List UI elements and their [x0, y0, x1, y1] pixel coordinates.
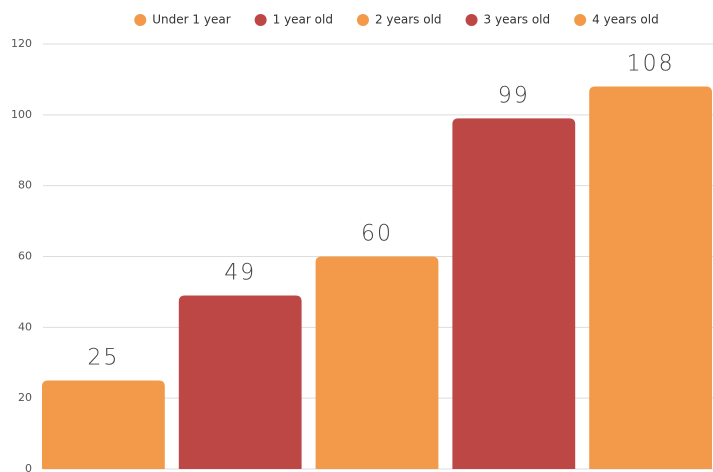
- bar: [178, 295, 302, 469]
- legend-swatch: [574, 14, 587, 26]
- data-label: 49: [224, 260, 256, 285]
- legend-swatch: [356, 14, 369, 26]
- legend-swatch: [254, 14, 267, 26]
- bar: [42, 380, 165, 469]
- y-tick-label: 20: [18, 391, 32, 404]
- y-tick-label: 0: [25, 462, 32, 472]
- data-label: 25: [87, 345, 119, 370]
- legend-label: Under 1 year: [152, 13, 230, 27]
- y-tick-label: 60: [18, 250, 32, 263]
- y-tick-label: 120: [11, 37, 32, 50]
- legend-label: 4 years old: [592, 13, 659, 27]
- data-label: 99: [498, 83, 530, 108]
- legend-swatch: [465, 14, 478, 26]
- legend-swatch: [134, 14, 147, 26]
- bar: [589, 86, 712, 469]
- bar: [452, 118, 576, 469]
- y-tick-label: 80: [18, 179, 32, 192]
- data-label: 108: [627, 52, 675, 77]
- bar: [315, 256, 439, 469]
- y-tick-label: 40: [18, 320, 32, 333]
- legend-label: 1 year old: [273, 13, 333, 27]
- data-label: 60: [361, 222, 393, 247]
- y-tick-label: 100: [11, 108, 32, 121]
- legend-label: 3 years old: [484, 13, 551, 27]
- legend-label: 2 years old: [375, 13, 442, 27]
